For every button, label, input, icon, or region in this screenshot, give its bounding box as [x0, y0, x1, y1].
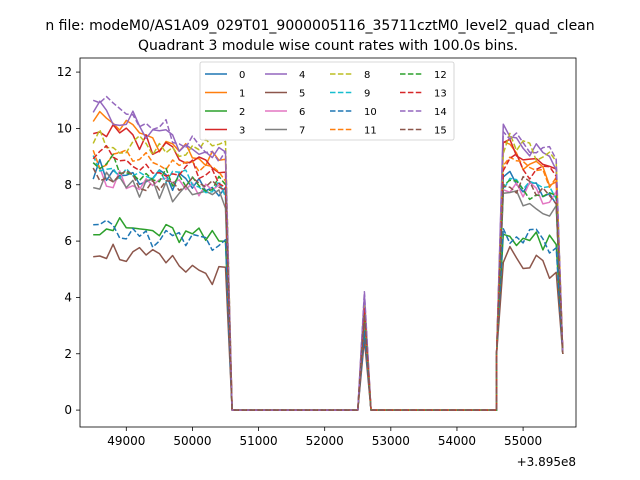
- series-line-11: [92, 149, 564, 411]
- legend-entry-0: 0: [205, 70, 245, 81]
- series-line-7: [93, 171, 564, 411]
- chart-title: Quadrant 3 module wise count rates with …: [138, 38, 518, 54]
- y-tick-label: 10: [57, 121, 72, 135]
- legend-label: 2: [239, 107, 245, 118]
- y-tick-label: 2: [64, 347, 72, 361]
- legend-entry-7: 7: [265, 126, 305, 137]
- series-line-8: [92, 128, 564, 411]
- x-tick-label: 54000: [438, 434, 476, 448]
- legend-label: 7: [299, 126, 305, 137]
- legend-label: 12: [434, 70, 447, 81]
- y-tick-label: 8: [64, 178, 72, 192]
- series-line-13: [92, 145, 564, 411]
- legend-label: 15: [434, 126, 447, 137]
- y-tick-label: 6: [64, 234, 72, 248]
- x-axis: 49000 50000 51000 52000 53000 54000 55000: [107, 427, 542, 448]
- legend-entry-8: 8: [330, 70, 370, 81]
- plot-area: 49000 50000 51000 52000 53000 54000 55000 0 2 4 6…: [57, 57, 577, 469]
- x-tick-label: 55000: [504, 434, 542, 448]
- series-line-2: [93, 217, 564, 411]
- legend-entry-14: 14: [400, 107, 447, 118]
- chart-suptitle: n file: modeM0/AS1A09_029T01_9000005116_…: [45, 18, 594, 34]
- x-offset-label: +3.895e8: [517, 455, 576, 469]
- series-line-14: [92, 95, 564, 411]
- legend-label: 11: [364, 126, 377, 137]
- legend-entry-5: 5: [265, 89, 305, 100]
- legend-label: 10: [364, 107, 377, 118]
- legend-entry-3: 3: [205, 126, 245, 137]
- legend-label: 1: [239, 89, 245, 100]
- legend-label: 6: [299, 107, 305, 118]
- legend-entry-9: 9: [330, 89, 370, 100]
- y-axis: 0 2 4 6 8 10 12: [57, 65, 80, 417]
- legend-entry-13: 13: [400, 89, 447, 100]
- legend-entry-1: 1: [205, 89, 245, 100]
- legend-label: 13: [434, 89, 447, 100]
- legend-label: 0: [239, 70, 245, 81]
- series-layer: [92, 95, 564, 411]
- legend-entry-10: 10: [330, 107, 377, 118]
- legend-label: 3: [239, 126, 245, 137]
- y-tick-label: 4: [64, 290, 72, 304]
- legend-entry-6: 6: [265, 107, 305, 118]
- legend-box: [199, 61, 455, 141]
- legend-entry-15: 15: [400, 126, 447, 137]
- x-tick-label: 53000: [372, 434, 410, 448]
- legend-label: 5: [299, 89, 305, 100]
- x-tick-label: 50000: [173, 434, 211, 448]
- legend-label: 4: [299, 70, 305, 81]
- legend-label: 14: [434, 107, 447, 118]
- legend-label: 8: [364, 70, 370, 81]
- legend-label: 9: [364, 89, 370, 100]
- series-line-12: [92, 153, 564, 411]
- legend-entry-12: 12: [400, 70, 447, 81]
- series-line-5: [93, 243, 564, 411]
- x-tick-label: 49000: [107, 434, 145, 448]
- series-line-4: [92, 100, 564, 411]
- y-tick-label: 0: [64, 403, 72, 417]
- axes-frame: [79, 57, 577, 428]
- legend-entry-4: 4: [265, 70, 305, 81]
- y-tick-label: 12: [57, 65, 72, 79]
- legend-entry-11: 11: [330, 126, 377, 137]
- series-line-10: [93, 219, 564, 411]
- legend-entry-2: 2: [205, 107, 245, 118]
- x-tick-label: 52000: [306, 434, 344, 448]
- series-line-15: [92, 167, 564, 411]
- x-tick-label: 51000: [239, 434, 277, 448]
